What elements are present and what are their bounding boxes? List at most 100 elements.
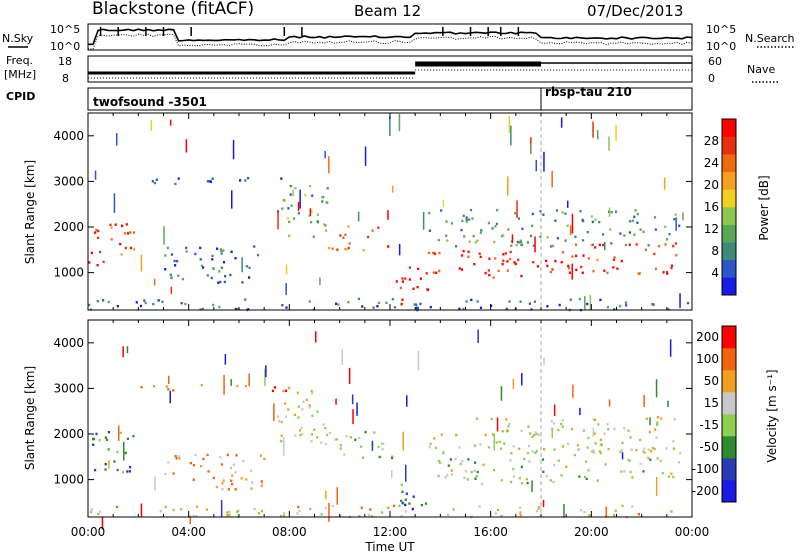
heatmap-cell bbox=[174, 264, 177, 267]
heatmap-cell bbox=[223, 280, 226, 284]
heatmap-cell bbox=[282, 389, 285, 393]
heatmap-cell bbox=[564, 212, 567, 215]
power-heatmap-cells bbox=[88, 113, 690, 312]
freq-label-2: [MHz] bbox=[4, 68, 36, 81]
freq-panel-frame bbox=[87, 55, 693, 83]
heatmap-cell bbox=[672, 244, 675, 248]
heatmap-cell bbox=[459, 462, 462, 466]
heatmap-cell bbox=[497, 269, 500, 273]
heatmap-cell bbox=[153, 181, 156, 185]
y-tick-label: 2000 bbox=[53, 220, 84, 234]
heatmap-cell bbox=[462, 214, 465, 217]
heatmap-cell bbox=[328, 246, 331, 250]
heatmap-cell bbox=[635, 243, 638, 246]
heatmap-cell bbox=[217, 281, 220, 284]
heatmap-cell bbox=[560, 261, 563, 264]
heatmap-cell bbox=[516, 240, 520, 244]
heatmap-cell bbox=[520, 274, 523, 278]
velocity-panel-frame bbox=[87, 319, 693, 518]
heatmap-streak bbox=[398, 244, 401, 256]
heatmap-cell bbox=[420, 503, 423, 507]
heatmap-cell bbox=[222, 249, 225, 252]
heatmap-cell bbox=[185, 250, 188, 253]
heatmap-cell bbox=[253, 245, 256, 248]
heatmap-cell bbox=[579, 210, 582, 213]
colorbar-tick-label: 20 bbox=[704, 178, 719, 192]
heatmap-cell bbox=[316, 410, 319, 413]
heatmap-cell bbox=[482, 463, 485, 466]
heatmap-cell bbox=[116, 505, 119, 509]
heatmap-streak bbox=[230, 379, 232, 386]
colorbar-segment bbox=[722, 480, 736, 503]
heatmap-cell bbox=[673, 218, 676, 221]
heatmap-cell bbox=[607, 428, 610, 431]
heatmap-cell bbox=[90, 251, 93, 255]
heatmap-cell bbox=[123, 232, 126, 235]
y-tick-label: 1000 bbox=[53, 473, 84, 487]
heatmap-cell bbox=[507, 228, 510, 231]
heatmap-cell bbox=[377, 226, 380, 229]
heatmap-cell bbox=[284, 402, 287, 405]
heatmap-cell bbox=[96, 300, 99, 303]
heatmap-cell bbox=[308, 300, 311, 303]
heatmap-cell bbox=[201, 307, 204, 311]
heatmap-cell bbox=[412, 495, 415, 498]
heatmap-cell bbox=[510, 244, 513, 247]
heatmap-cell bbox=[598, 450, 601, 453]
heatmap-cell bbox=[560, 474, 563, 477]
colorbar-tick-label: 100 bbox=[696, 352, 719, 366]
heatmap-streak bbox=[113, 193, 116, 213]
colorbar-segment bbox=[722, 277, 736, 296]
heatmap-cell bbox=[309, 184, 312, 188]
heatmap-cell bbox=[660, 417, 663, 420]
heatmap-cell bbox=[515, 244, 518, 247]
heatmap-cell bbox=[452, 508, 455, 511]
heatmap-cell bbox=[289, 184, 292, 188]
heatmap-streak bbox=[169, 390, 171, 404]
heatmap-cell bbox=[260, 509, 264, 513]
heatmap-cell bbox=[280, 514, 283, 518]
heatmap-cell bbox=[235, 454, 238, 457]
heatmap-cell bbox=[174, 182, 177, 186]
heatmap-cell bbox=[339, 444, 342, 447]
heatmap-cell bbox=[602, 233, 605, 236]
heatmap-cell bbox=[97, 229, 100, 233]
heatmap-cell bbox=[465, 220, 468, 224]
heatmap-cell bbox=[428, 251, 431, 255]
heatmap-streak bbox=[477, 329, 479, 343]
heatmap-cell bbox=[220, 463, 223, 466]
heatmap-cell bbox=[308, 404, 311, 407]
heatmap-cell bbox=[110, 238, 113, 241]
heatmap-cell bbox=[566, 224, 569, 227]
heatmap-cell bbox=[502, 253, 505, 256]
heatmap-cell bbox=[496, 208, 499, 212]
heatmap-cell bbox=[478, 505, 481, 508]
heatmap-streak bbox=[163, 226, 165, 245]
heatmap-cell bbox=[155, 178, 158, 181]
heatmap-cell bbox=[425, 272, 428, 275]
heatmap-cell bbox=[320, 441, 323, 444]
heatmap-cell bbox=[461, 459, 464, 463]
heatmap-cell bbox=[480, 482, 484, 486]
heatmap-cell bbox=[647, 448, 650, 451]
heatmap-streak bbox=[351, 394, 354, 405]
heatmap-cell bbox=[621, 504, 624, 508]
heatmap-cell bbox=[529, 432, 532, 435]
colorbar-tick-label: 8 bbox=[711, 244, 719, 258]
heatmap-cell bbox=[541, 458, 545, 461]
heatmap-cell bbox=[324, 224, 327, 227]
heatmap-cell bbox=[619, 232, 622, 235]
heatmap-cell bbox=[534, 451, 537, 454]
heatmap-cell bbox=[465, 216, 468, 219]
heatmap-streak bbox=[325, 490, 327, 500]
heatmap-cell bbox=[129, 466, 132, 469]
heatmap-cell bbox=[649, 458, 652, 461]
freq-label-1: Freq. bbox=[6, 54, 33, 67]
heatmap-cell bbox=[581, 239, 585, 242]
heatmap-cell bbox=[400, 515, 403, 518]
heatmap-cell bbox=[202, 266, 205, 269]
heatmap-cell bbox=[665, 447, 668, 450]
heatmap-streak bbox=[126, 346, 129, 354]
heatmap-cell bbox=[247, 177, 250, 180]
heatmap-cell bbox=[549, 479, 552, 482]
